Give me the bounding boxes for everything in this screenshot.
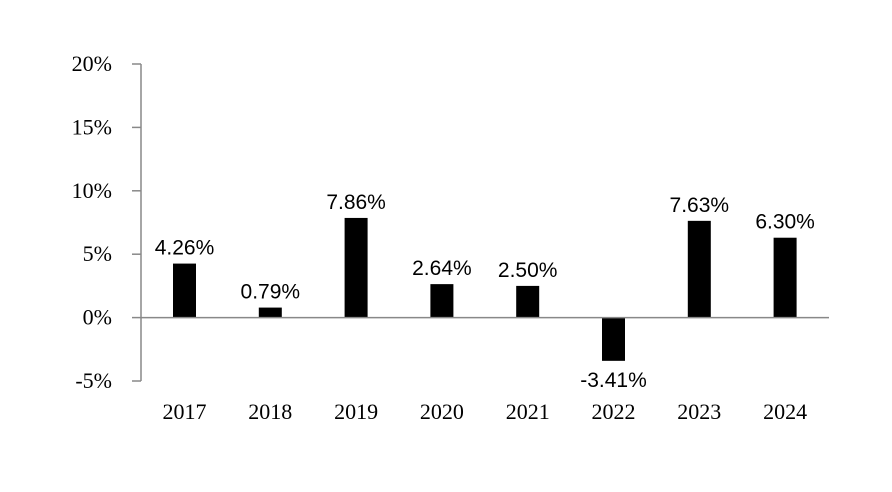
data-label-2019: 7.86%: [326, 191, 386, 214]
bar-2019: [344, 217, 368, 318]
bar-2018: [258, 307, 282, 318]
y-tick-label: 5%: [83, 241, 112, 266]
x-tick-label-2022: 2022: [592, 399, 636, 424]
bar-2021: [516, 285, 540, 318]
y-tick-label: 20%: [72, 51, 112, 76]
x-tick-label-2019: 2019: [334, 399, 378, 424]
data-label-2022: -3.41%: [580, 369, 647, 392]
x-tick-label-2024: 2024: [763, 399, 807, 424]
bar-2022: [602, 317, 625, 361]
data-label-2021: 2.50%: [498, 259, 558, 282]
y-tick-label: -5%: [75, 368, 112, 393]
data-label-2020: 2.64%: [412, 257, 472, 280]
x-tick-label-2020: 2020: [420, 399, 464, 424]
bar-2020: [430, 284, 454, 318]
x-tick-label-2021: 2021: [506, 399, 550, 424]
y-tick-label: 15%: [72, 114, 112, 139]
axes-group: [140, 64, 829, 381]
x-tick-label-2023: 2023: [677, 399, 721, 424]
y-tick-label: 0%: [83, 305, 112, 330]
data-label-2017: 4.26%: [155, 237, 215, 260]
y-axis-ticks: 20% 15% 10% 5% 0% -5%: [72, 51, 141, 393]
bar-2017: [173, 263, 196, 318]
data-label-2018: 0.79%: [241, 281, 301, 304]
data-label-2024: 6.30%: [755, 211, 815, 234]
data-labels-group: 4.26% 0.79% 7.86% 2.64% 2.50% -3.41% 7.63% 6.30…: [155, 191, 815, 392]
y-tick-label: 10%: [72, 178, 112, 203]
bars-group: [173, 217, 797, 361]
data-label-2023: 7.63%: [670, 194, 730, 217]
x-tick-label-2018: 2018: [248, 399, 292, 424]
bar-2024: [773, 237, 797, 318]
bar-2023: [687, 220, 711, 318]
x-axis-labels: 2017 2018 2019 2020 2021 2022 2023 2024: [163, 399, 808, 424]
x-tick-label-2017: 2017: [163, 399, 207, 424]
